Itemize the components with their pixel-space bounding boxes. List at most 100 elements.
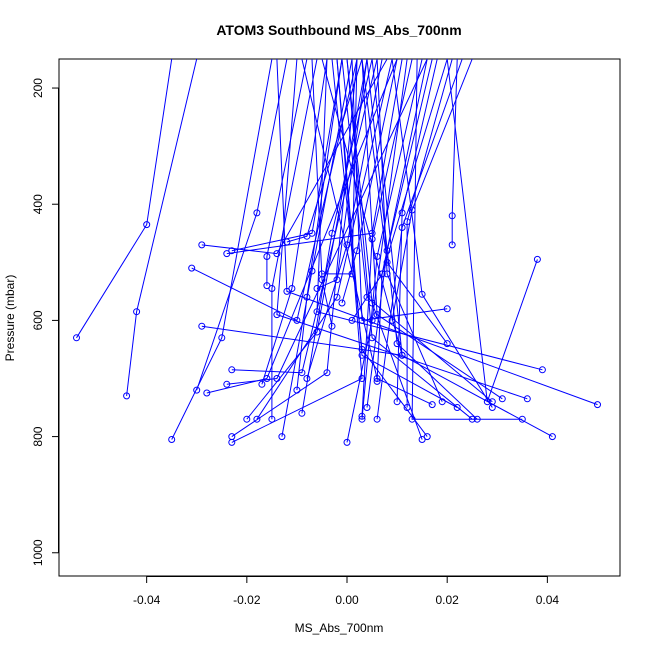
series-profile (123, 59, 198, 400)
data-point (418, 436, 426, 443)
series-line (276, 59, 528, 400)
data-point (143, 221, 151, 229)
data-point (228, 247, 236, 255)
series-line (231, 59, 378, 374)
data-point (403, 218, 411, 226)
data-point (253, 209, 261, 217)
series-line (256, 59, 393, 420)
series-line (391, 59, 473, 321)
data-point (483, 398, 491, 406)
series-line (266, 59, 308, 286)
series-profile (311, 59, 336, 330)
x-tick-label: 0.04 (536, 593, 560, 607)
data-point (393, 398, 401, 406)
data-point (368, 334, 376, 342)
data-point (263, 253, 271, 260)
series-line (371, 59, 553, 438)
data-point (123, 392, 131, 400)
data-point (273, 250, 281, 258)
series-profile (446, 59, 541, 406)
data-point (293, 386, 301, 394)
series-layer (73, 59, 601, 446)
y-tick-label: 400 (31, 194, 45, 214)
x-tick-label: -0.02 (233, 593, 261, 607)
series-profile (243, 59, 368, 423)
series-profile (343, 59, 408, 446)
series-line (286, 59, 363, 243)
series-line (316, 59, 543, 371)
data-point (268, 415, 276, 423)
series-profile (338, 59, 398, 307)
series-profile (448, 59, 458, 249)
data-point (523, 395, 531, 403)
data-point (198, 322, 206, 330)
series-profile (361, 59, 451, 348)
data-point (308, 229, 316, 237)
series-profile (278, 59, 353, 441)
x-tick-label: -0.04 (133, 593, 161, 607)
data-point (333, 276, 341, 284)
data-point (423, 433, 431, 441)
series-profile (403, 59, 453, 411)
series-profile (168, 59, 273, 443)
series-line (271, 59, 318, 420)
data-point (253, 415, 261, 423)
data-point (313, 308, 321, 316)
series-line (396, 59, 438, 402)
series-profile (336, 59, 461, 411)
y-axis: 200 400 600 800 1000 (31, 78, 59, 566)
series-line (281, 59, 353, 437)
series-line (226, 59, 428, 385)
data-point (548, 433, 556, 441)
data-point (448, 212, 456, 220)
data-point (373, 375, 381, 382)
data-point (448, 241, 456, 249)
series-profile (193, 59, 288, 394)
data-point (443, 305, 451, 313)
data-point (408, 415, 416, 423)
y-tick-label: 1000 (31, 539, 45, 566)
data-point (223, 250, 231, 258)
data-point (378, 270, 386, 278)
data-point (193, 386, 201, 394)
data-point (418, 290, 426, 298)
data-point (133, 308, 141, 316)
series-line (296, 59, 343, 391)
data-point (283, 238, 291, 246)
data-point (268, 285, 276, 292)
series-profile (373, 59, 463, 423)
series-line (411, 59, 523, 420)
data-point (318, 276, 326, 284)
data-point (303, 232, 311, 240)
series-profile (301, 59, 436, 409)
series-line (451, 59, 458, 245)
data-point (533, 255, 541, 263)
data-point (398, 351, 406, 359)
data-point (313, 285, 321, 292)
data-point (303, 375, 311, 382)
series-profile (263, 59, 308, 290)
data-point (73, 334, 80, 342)
data-point (168, 436, 176, 443)
series-profile (371, 59, 556, 441)
series-line (376, 59, 443, 402)
series-line (346, 59, 473, 420)
data-point (343, 241, 351, 249)
data-point (263, 282, 271, 290)
x-axis: -0.04 -0.02 0.00 0.02 0.04 (133, 576, 559, 607)
data-point (383, 258, 391, 266)
data-point (443, 340, 451, 348)
data-point (393, 340, 401, 348)
data-point (243, 415, 251, 423)
series-line (196, 59, 288, 391)
data-point (188, 264, 196, 272)
series-line (306, 59, 383, 379)
series-line (171, 59, 273, 440)
series-line (231, 59, 358, 438)
data-point (333, 293, 341, 301)
series-profile (268, 59, 318, 423)
series-profile (73, 59, 173, 342)
data-point (273, 311, 281, 319)
data-point (228, 366, 236, 374)
series-profile (313, 59, 546, 374)
